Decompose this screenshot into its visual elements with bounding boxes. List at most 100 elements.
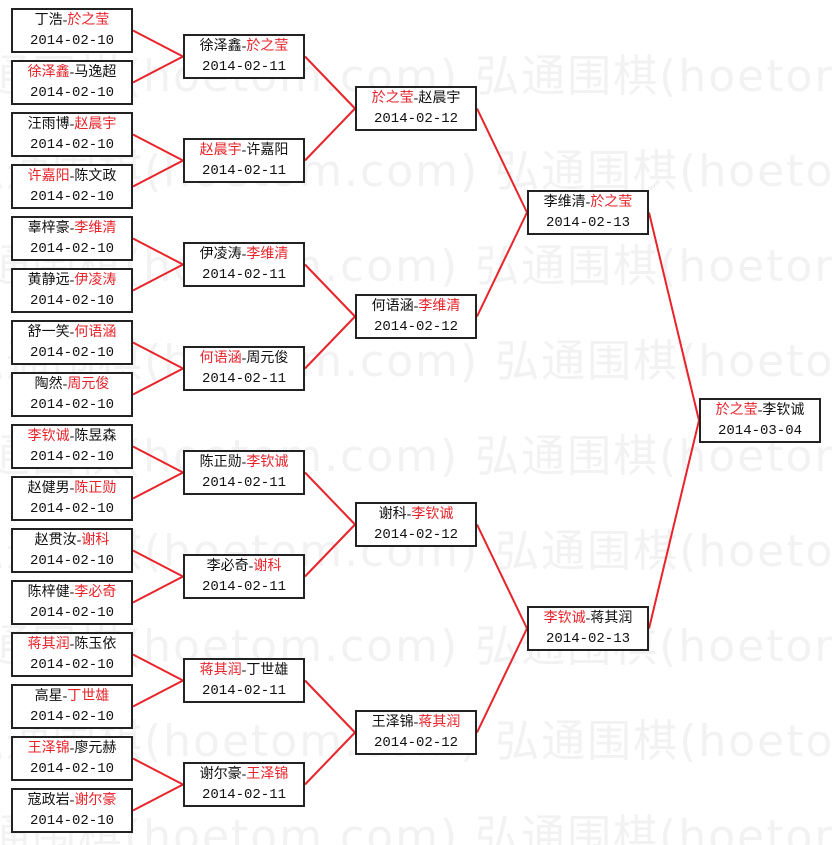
connector-line [304, 107, 356, 162]
player-1-name: 陈梓健 [27, 585, 70, 600]
match-players: 谢科-李钦诚 [357, 505, 475, 525]
player-1-name: 蒋其润 [27, 637, 70, 652]
player-2-name: 李维清 [418, 299, 461, 314]
match-players: 赵健男-陈正勋 [13, 479, 131, 499]
match-box-round-2: 何语涵-周元俊 2014-02-11 [183, 346, 305, 391]
separator: - [413, 91, 419, 106]
player-2-name: 何语涵 [74, 325, 117, 340]
player-1-name: 徐泽鑫 [27, 65, 70, 80]
player-1-name: 黄静远 [27, 273, 70, 288]
player-2-name: 谢科 [253, 559, 282, 574]
connector-line [304, 55, 356, 110]
connector-line [132, 133, 184, 162]
player-2-name: 李钦诚 [246, 455, 289, 470]
player-1-name: 赵贯汝 [34, 533, 77, 548]
match-date: 2014-02-10 [29, 293, 114, 309]
player-1-name: 高星 [34, 689, 63, 704]
player-2-name: 陈正勋 [74, 481, 117, 496]
match-box-round-3: 王泽锦-蒋其润 2014-02-12 [355, 710, 477, 755]
match-date: 2014-02-10 [29, 397, 114, 413]
match-players: 蒋其润-陈玉依 [13, 635, 131, 655]
player-2-name: 李维清 [74, 221, 117, 236]
match-date: 2014-02-10 [29, 449, 114, 465]
connector-line [132, 367, 184, 396]
match-box-round-2: 徐泽鑫-於之莹 2014-02-11 [183, 34, 305, 79]
separator: - [76, 533, 82, 548]
player-1-name: 於之莹 [371, 91, 414, 106]
player-1-name: 李维清 [543, 195, 586, 210]
match-box-round-3: 於之莹-赵晨宇 2014-02-12 [355, 86, 477, 131]
match-box-round-2: 谢尔豪-王泽锦 2014-02-11 [183, 762, 305, 807]
player-2-name: 陈玉依 [74, 637, 117, 652]
player-1-name: 许嘉阳 [27, 169, 70, 184]
match-box-round-1: 黄静远-伊凌涛 2014-02-10 [11, 268, 133, 313]
match-players: 许嘉阳-陈文政 [13, 167, 131, 187]
match-players: 徐泽鑫-马逸超 [13, 63, 131, 83]
player-2-name: 陈文政 [74, 169, 117, 184]
match-box-round-4: 李钦诚-蒋其润 2014-02-13 [527, 606, 649, 651]
separator: - [69, 481, 75, 496]
player-1-name: 丁浩 [34, 13, 63, 28]
match-date: 2014-02-10 [29, 709, 114, 725]
match-box-round-1: 寇政岩-谢尔豪 2014-02-10 [11, 788, 133, 833]
match-date: 2014-02-10 [29, 501, 114, 517]
match-date: 2014-02-10 [29, 761, 114, 777]
player-1-name: 李必奇 [206, 559, 249, 574]
match-date: 2014-02-11 [201, 475, 286, 491]
player-2-name: 於之莹 [590, 195, 633, 210]
player-1-name: 谢尔豪 [199, 767, 242, 782]
match-players: 辜梓豪-李维清 [13, 219, 131, 239]
match-box-round-1: 辜梓豪-李维清 2014-02-10 [11, 216, 133, 261]
connector-line [132, 757, 184, 786]
connector-line [132, 679, 184, 708]
player-1-name: 谢科 [378, 507, 407, 522]
separator: - [413, 299, 419, 314]
connector-line [132, 263, 184, 292]
match-players: 李钦诚-蒋其润 [529, 609, 647, 629]
match-date: 2014-02-10 [29, 85, 114, 101]
connector-line [304, 731, 356, 786]
player-1-name: 李钦诚 [27, 429, 70, 444]
separator: - [69, 325, 75, 340]
match-box-round-2: 伊凌涛-李维清 2014-02-11 [183, 242, 305, 287]
match-box-round-1: 李钦诚-陈昱森 2014-02-10 [11, 424, 133, 469]
match-date: 2014-02-10 [29, 189, 114, 205]
match-players: 赵晨宇-许嘉阳 [185, 141, 303, 161]
separator: - [241, 143, 247, 158]
separator: - [241, 455, 247, 470]
connector-line [304, 315, 356, 370]
player-2-name: 於之莹 [67, 13, 110, 28]
separator: - [69, 741, 75, 756]
match-box-round-1: 王泽锦-廖元赫 2014-02-10 [11, 736, 133, 781]
match-players: 何语涵-李维清 [357, 297, 475, 317]
player-2-name: 赵晨宇 [74, 117, 117, 132]
player-1-name: 蒋其润 [199, 663, 242, 678]
player-2-name: 周元俊 [67, 377, 110, 392]
match-players: 寇政岩-谢尔豪 [13, 791, 131, 811]
separator: - [69, 429, 75, 444]
player-1-name: 汪雨博 [27, 117, 70, 132]
player-2-name: 伊凌涛 [74, 273, 117, 288]
player-1-name: 赵健男 [27, 481, 70, 496]
player-2-name: 蒋其润 [590, 611, 633, 626]
player-2-name: 赵晨宇 [418, 91, 461, 106]
player-1-name: 赵晨宇 [199, 143, 242, 158]
player-1-name: 寇政岩 [27, 793, 70, 808]
player-1-name: 伊凌涛 [199, 247, 242, 262]
match-box-round-1: 舒一笑-何语涵 2014-02-10 [11, 320, 133, 365]
player-2-name: 谢尔豪 [74, 793, 117, 808]
match-box-round-2: 蒋其润-丁世雄 2014-02-11 [183, 658, 305, 703]
connector-line [132, 55, 184, 84]
connector-line [648, 420, 700, 629]
player-1-name: 陈正勋 [199, 455, 242, 470]
player-2-name: 许嘉阳 [246, 143, 289, 158]
separator: - [241, 247, 247, 262]
separator: - [241, 39, 247, 54]
match-box-round-3: 何语涵-李维清 2014-02-12 [355, 294, 477, 339]
player-1-name: 徐泽鑫 [199, 39, 242, 54]
match-players: 蒋其润-丁世雄 [185, 661, 303, 681]
player-2-name: 李维清 [246, 247, 289, 262]
match-date: 2014-03-04 [717, 423, 802, 439]
player-2-name: 於之莹 [246, 39, 289, 54]
match-date: 2014-02-12 [373, 735, 458, 751]
